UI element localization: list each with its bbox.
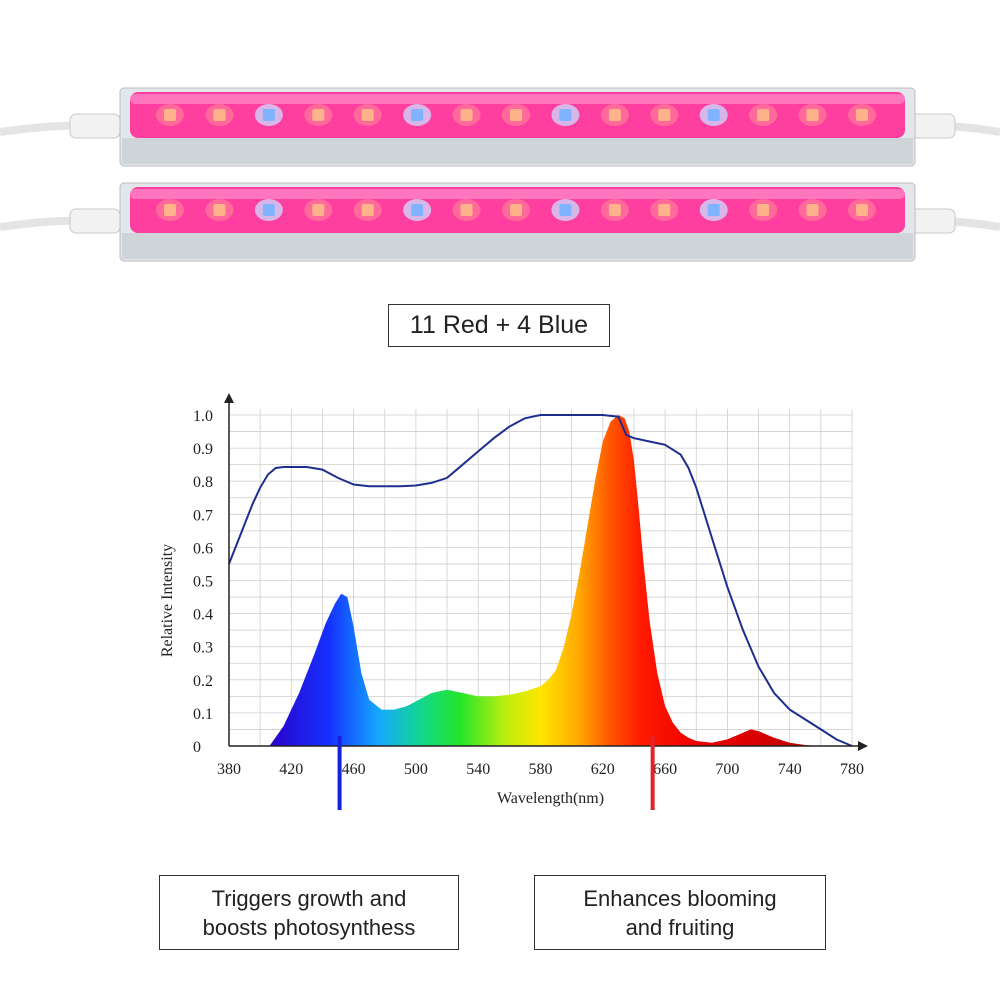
led-blue (559, 204, 572, 216)
y-tick-label: 0.4 (193, 607, 213, 624)
x-tick-label: 740 (778, 761, 802, 778)
x-tick-label: 500 (404, 761, 428, 778)
bar-diffuser-highlight (130, 94, 905, 104)
x-tick-label: 580 (529, 761, 553, 778)
led-red (361, 109, 374, 121)
blue-note-line-2: boosts photosynthess (202, 914, 416, 940)
x-tick-label: 700 (715, 761, 739, 778)
led-blue (262, 204, 275, 216)
led-bar-top-image (0, 87, 1000, 167)
led-bar-top (0, 80, 1000, 180)
absorption-curve-line (228, 414, 853, 747)
x-tick-label: 540 (466, 761, 490, 778)
led-blue (262, 109, 275, 121)
y-tick-label: 0 (193, 739, 201, 756)
led-red (361, 204, 374, 216)
connector-left (69, 113, 121, 139)
led-red (658, 109, 671, 121)
led-red (757, 204, 770, 216)
led-blue (411, 204, 424, 216)
power-cable-left (0, 121, 81, 136)
bar-diffuser-highlight (130, 189, 905, 199)
y-axis-arrowhead (224, 393, 234, 403)
red-note-line-2: and fruiting (625, 914, 735, 940)
power-cable-left (0, 216, 81, 231)
led-red (213, 109, 226, 121)
led-red (312, 109, 325, 121)
y-tick-label: 0.6 (193, 540, 213, 557)
connector-left (69, 208, 121, 234)
led-red (608, 204, 621, 216)
y-tick-label: 1.0 (193, 408, 213, 425)
led-blue (707, 109, 720, 121)
led-bar-bottom-image (0, 182, 1000, 262)
led-red (856, 109, 868, 121)
x-tick-label: 420 (279, 761, 303, 778)
led-blue (559, 109, 572, 121)
y-tick-label: 0.7 (193, 507, 213, 524)
y-tick-label: 0.2 (193, 673, 213, 690)
annotation-arrows (337, 736, 655, 810)
led-ratio-label: 11 Red + 4 Blue (388, 304, 610, 347)
red-light-note: Enhances blooming and fruiting (534, 875, 826, 950)
led-bar-bottom (0, 175, 1000, 275)
y-tick-label: 0.9 (193, 441, 213, 458)
led-blue (411, 109, 424, 121)
bar-heatsink (122, 138, 913, 164)
led-blue (707, 204, 720, 216)
x-tick-label: 460 (342, 761, 366, 778)
spectrum-chart: 380 420 460 500 540 580 620 660 700 740 780 0 0.1 0.… (159, 393, 868, 810)
led-red (510, 109, 522, 121)
x-tick-label: 620 (591, 761, 615, 778)
red-note-line-1: Enhances blooming (583, 885, 777, 911)
led-red (658, 204, 671, 216)
y-tick-label: 0.5 (193, 574, 213, 591)
y-tick-labels: 0 0.1 0.2 0.3 0.4 0.5 0.6 0.7 0.8 0.9 1.0 (193, 408, 213, 756)
bar-heatsink (122, 233, 913, 259)
y-axis-title: Relative Intensity (159, 544, 176, 657)
led-red (164, 204, 176, 216)
blue-note-line-1: Triggers growth and (211, 885, 407, 911)
x-axis-arrowhead (858, 741, 868, 751)
led-red (757, 109, 770, 121)
x-tick-label: 780 (840, 761, 864, 778)
led-red (164, 109, 176, 121)
led-red (460, 204, 473, 216)
y-tick-label: 0.8 (193, 474, 213, 491)
led-red (608, 109, 621, 121)
x-tick-label: 660 (653, 761, 677, 778)
emission-spectrum-area (269, 415, 821, 746)
led-red (312, 204, 325, 216)
led-red (213, 204, 226, 216)
led-red (460, 109, 473, 121)
led-red (806, 204, 819, 216)
led-red (510, 204, 522, 216)
chart-axes (224, 393, 868, 751)
led-red (856, 204, 868, 216)
led-red (806, 109, 819, 121)
x-tick-label: 380 (217, 761, 241, 778)
x-tick-labels: 380 420 460 500 540 580 620 660 700 740 780 (217, 761, 864, 778)
blue-light-note: Triggers growth and boosts photosynthess (159, 875, 459, 950)
x-axis-title: Wavelength(nm) (497, 790, 604, 807)
y-tick-label: 0.3 (193, 640, 213, 657)
y-tick-label: 0.1 (193, 706, 213, 723)
